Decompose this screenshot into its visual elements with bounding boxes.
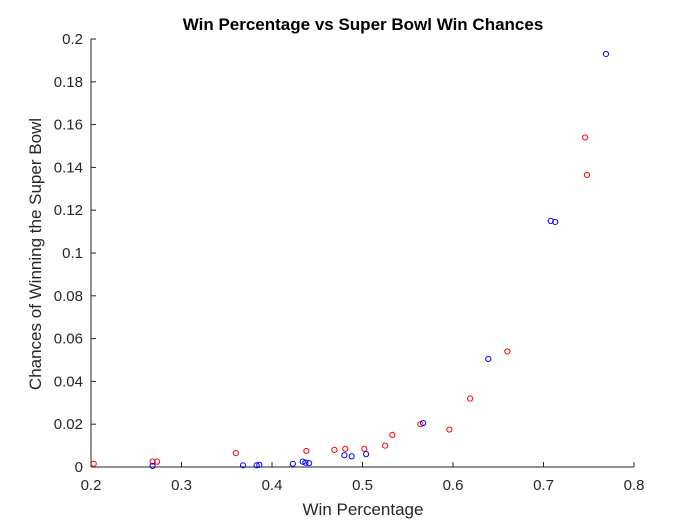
data-point — [446, 426, 453, 433]
y-tick-label: 0.08 — [54, 288, 83, 305]
x-tick-label: 0.8 — [624, 477, 645, 494]
y-tick-label: 0.02 — [54, 416, 83, 433]
y-tick-label: 0.18 — [54, 74, 83, 91]
x-tick-label: 0.6 — [443, 477, 464, 494]
data-point — [582, 134, 589, 141]
series-0 — [90, 134, 591, 467]
data-point — [256, 461, 263, 468]
data-point — [232, 449, 239, 457]
x-axis-label: Win Percentage — [303, 500, 424, 519]
y-tick-label: 0.12 — [54, 202, 83, 219]
data-point — [153, 458, 161, 465]
data-point — [149, 458, 156, 465]
data-point — [420, 420, 427, 427]
y-tick-label: 0.16 — [54, 117, 83, 134]
data-point — [361, 445, 368, 452]
data-point — [302, 459, 309, 466]
data-point — [331, 446, 338, 453]
data-point — [239, 462, 247, 469]
x-tick-label: 0.2 — [81, 477, 102, 494]
y-tick-label: 0.06 — [54, 331, 83, 348]
data-point — [389, 431, 396, 438]
data-point — [467, 395, 474, 402]
data-point — [348, 453, 355, 460]
data-point — [382, 442, 389, 449]
data-point — [363, 451, 370, 458]
data-point — [289, 460, 296, 467]
y-tick-label: 0.04 — [54, 373, 83, 390]
series-1 — [149, 50, 610, 470]
x-tick-label: 0.7 — [533, 477, 554, 494]
axes: 0.2 0.3 0.4 0.5 0.6 0.7 0.8 0 0.02 0.04 0.06 0.08 0.… — [54, 31, 645, 494]
data-point — [149, 462, 156, 470]
chart-title: Win Percentage vs Super Bowl Win Chances — [183, 15, 544, 34]
data-points — [90, 50, 610, 470]
data-point — [341, 452, 348, 459]
data-point — [299, 458, 306, 465]
data-point — [90, 460, 97, 467]
data-point — [485, 355, 492, 363]
data-point — [342, 445, 349, 452]
data-point — [552, 218, 559, 226]
data-point — [303, 447, 310, 455]
data-point — [417, 421, 424, 428]
x-tick-label: 0.5 — [352, 477, 373, 494]
data-point — [253, 462, 260, 469]
data-point — [504, 348, 511, 355]
y-tick-label: 0.1 — [62, 245, 83, 262]
x-tick-label: 0.4 — [262, 477, 283, 494]
y-tick-label: 0.14 — [54, 159, 83, 176]
y-tick-label: 0.2 — [62, 31, 83, 48]
data-point — [602, 50, 610, 58]
data-point — [583, 171, 591, 178]
x-tick-label: 0.3 — [171, 477, 192, 494]
y-axis-label: Chances of Winning the Super Bowl — [26, 118, 45, 390]
y-tick-label: 0 — [75, 459, 83, 476]
data-point — [306, 460, 313, 467]
